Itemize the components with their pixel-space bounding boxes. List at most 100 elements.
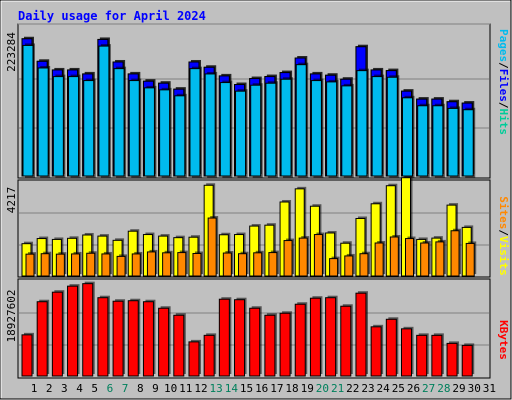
kbytes-bar-kbytes-29 xyxy=(446,342,458,377)
kbytes-bar-kbytes-1 xyxy=(21,334,33,377)
x-tick-label-16: 16 xyxy=(255,382,268,395)
x-tick-label-20: 20 xyxy=(316,382,329,395)
hits-bar-pages-23 xyxy=(356,70,368,177)
x-tick-label-25: 25 xyxy=(392,382,405,395)
kbytes-bar-kbytes-16 xyxy=(249,307,261,377)
chart-title: Daily usage for April 2024 xyxy=(18,9,206,23)
kbytes-bar-kbytes-5 xyxy=(82,283,94,377)
hits-legend-sep: / xyxy=(497,62,510,69)
visits-bar-sites-4 xyxy=(71,253,81,277)
kbytes-bar-kbytes-10 xyxy=(158,307,170,377)
visits-legend-sep: / xyxy=(497,229,510,236)
hits-bar-pages-18 xyxy=(280,78,292,177)
visits-bar-sites-27 xyxy=(420,242,430,277)
x-tick-label-12: 12 xyxy=(194,382,207,395)
visits-bar-sites-10 xyxy=(162,252,172,277)
visits-bar-sites-16 xyxy=(253,252,263,277)
hits-bar-pages-29 xyxy=(447,107,459,177)
visits-bar-sites-22 xyxy=(344,255,354,277)
kbytes-bar-kbytes-20 xyxy=(309,297,321,377)
visits-bar-sites-17 xyxy=(268,252,278,277)
visits-bar-sites-15 xyxy=(238,253,248,277)
visits-bar-sites-1 xyxy=(25,253,35,277)
kbytes-bar-kbytes-13 xyxy=(203,334,215,377)
hits-bar-pages-5 xyxy=(83,80,95,177)
kbytes-bar-kbytes-21 xyxy=(325,297,337,377)
visits-bar-sites-21 xyxy=(329,258,339,277)
hits-bar-pages-10 xyxy=(159,89,171,177)
kbytes-bar-kbytes-9 xyxy=(142,301,154,377)
x-tick-label-15: 15 xyxy=(240,382,253,395)
hits-bar-pages-15 xyxy=(235,90,247,177)
hits-bar-pages-28 xyxy=(432,105,444,177)
kbytes-bar-kbytes-11 xyxy=(173,314,185,377)
visits-bar-sites-2 xyxy=(40,253,50,277)
kbytes-max-label: 18927602 xyxy=(5,290,18,343)
x-tick-label-6: 6 xyxy=(107,382,114,395)
x-tick-label-19: 19 xyxy=(301,382,314,395)
hits-bar-pages-7 xyxy=(113,68,125,177)
kbytes-bar-kbytes-2 xyxy=(36,301,48,377)
hits-bar-pages-11 xyxy=(174,95,186,177)
x-tick-label-2: 2 xyxy=(46,382,53,395)
hits-bar-pages-6 xyxy=(98,45,110,177)
hits-bar-pages-19 xyxy=(295,64,307,177)
hits-bar-pages-26 xyxy=(402,97,413,177)
hits-bar-pages-24 xyxy=(371,76,383,177)
x-tick-label-7: 7 xyxy=(122,382,129,395)
visits-legend: Sites/Visits xyxy=(497,196,510,276)
visits-bar-sites-25 xyxy=(389,236,399,277)
kbytes-bar-kbytes-27 xyxy=(416,334,428,377)
x-tick-label-4: 4 xyxy=(76,382,83,395)
x-tick-label-28: 28 xyxy=(437,382,450,395)
visits-bar-sites-26 xyxy=(405,238,414,277)
visits-legend-visits: Visits xyxy=(497,236,510,276)
kbytes-bar-kbytes-23 xyxy=(355,292,367,377)
hits-bar-pages-27 xyxy=(417,105,429,177)
kbytes-bar-kbytes-15 xyxy=(234,299,246,377)
x-tick-label-17: 17 xyxy=(270,382,283,395)
x-tick-label-8: 8 xyxy=(137,382,144,395)
hits-bar-pages-13 xyxy=(204,73,216,177)
kbytes-bar-kbytes-12 xyxy=(188,341,200,377)
x-tick-label-27: 27 xyxy=(422,382,435,395)
x-tick-label-18: 18 xyxy=(285,382,298,395)
kbytes-bar-kbytes-28 xyxy=(431,334,443,377)
visits-legend-sites: Sites xyxy=(497,196,510,229)
kbytes-bar-kbytes-7 xyxy=(112,300,124,377)
kbytes-bar-kbytes-26 xyxy=(401,328,412,377)
visits-bar-sites-7 xyxy=(116,255,126,277)
visits-bar-sites-5 xyxy=(86,252,96,277)
hits-bar-pages-1 xyxy=(22,44,34,177)
visits-bar-sites-13 xyxy=(207,217,217,277)
x-tick-label-11: 11 xyxy=(179,382,192,395)
hits-bar-pages-2 xyxy=(37,67,49,177)
visits-bar-sites-24 xyxy=(374,242,384,277)
kbytes-bar-kbytes-4 xyxy=(67,285,79,377)
hits-bar-pages-22 xyxy=(341,85,353,177)
hits-legend-hits: Hits xyxy=(497,109,510,136)
x-tick-label-23: 23 xyxy=(361,382,374,395)
hits-bar-pages-16 xyxy=(250,84,262,177)
hits-bar-pages-8 xyxy=(128,80,140,177)
visits-bar-sites-23 xyxy=(359,253,369,277)
visits-bar-sites-9 xyxy=(146,251,156,277)
visits-max-label: 4217 xyxy=(5,187,18,214)
x-tick-label-9: 9 xyxy=(152,382,159,395)
hits-bar-pages-4 xyxy=(68,76,80,177)
kbytes-bar-kbytes-3 xyxy=(51,291,63,377)
kbytes-bar-kbytes-18 xyxy=(279,312,291,377)
hits-legend: Pages/Files/Hits xyxy=(497,29,510,135)
hits-bar-pages-3 xyxy=(52,76,64,177)
hits-max-label: 223284 xyxy=(5,32,18,72)
kbytes-bar-kbytes-8 xyxy=(127,300,139,377)
kbytes-legend: KBytes xyxy=(497,320,510,360)
bars xyxy=(21,36,477,377)
kbytes-bar-kbytes-22 xyxy=(340,305,352,377)
kbytes-bar-kbytes-30 xyxy=(461,344,473,377)
visits-bar-sites-30 xyxy=(465,242,475,277)
hits-bar-pages-30 xyxy=(462,109,474,177)
